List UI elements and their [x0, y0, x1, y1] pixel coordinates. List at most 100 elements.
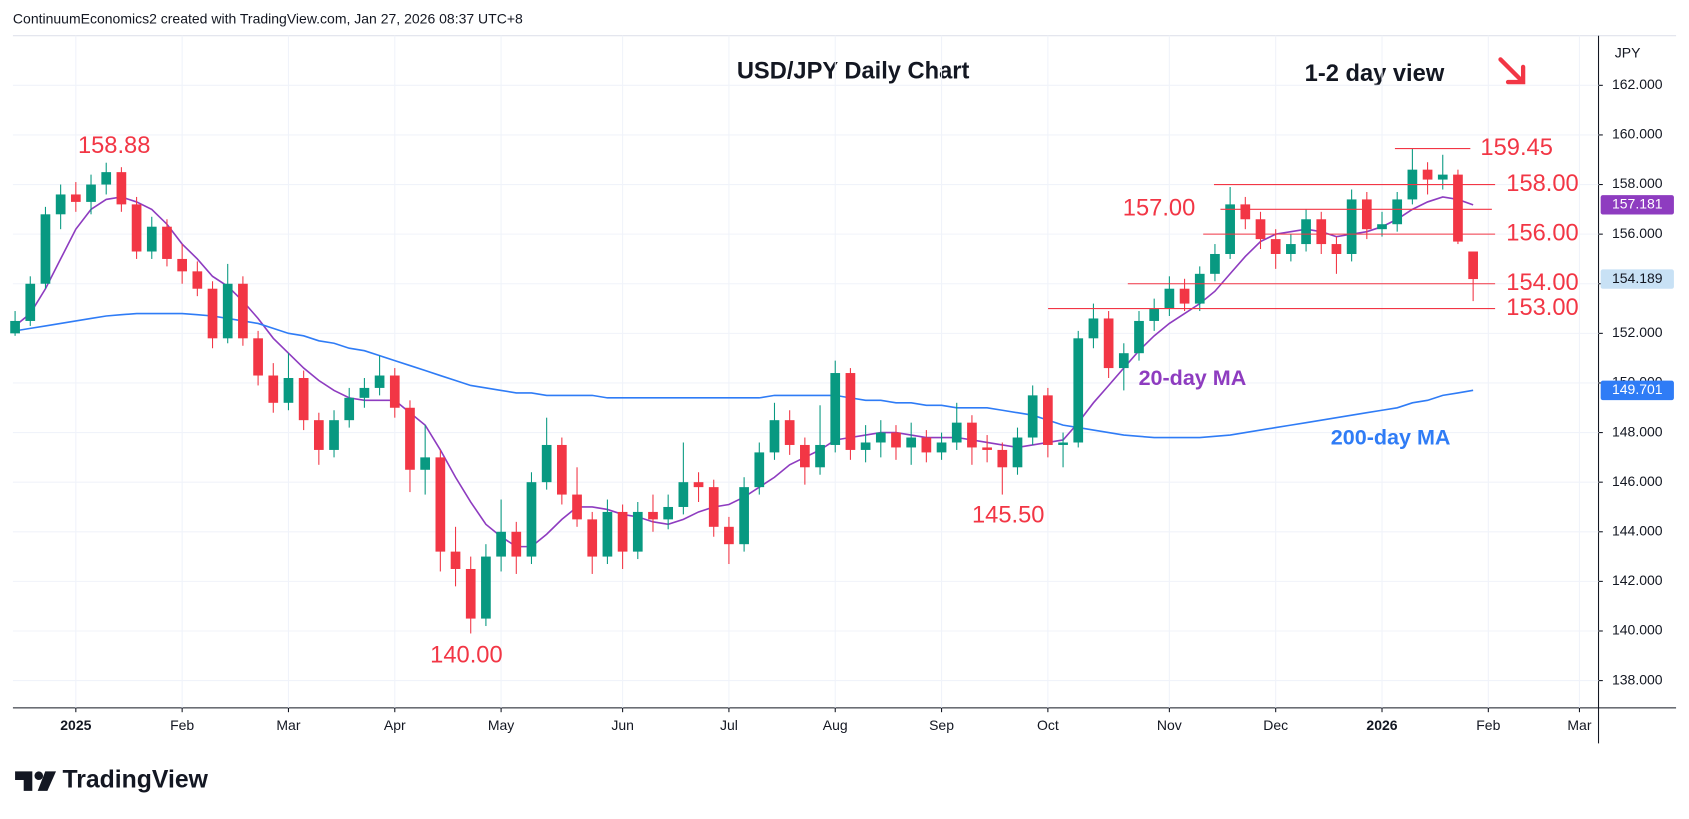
last-price-tag [1600, 269, 1674, 289]
candle-body [800, 444, 810, 468]
candle-body [25, 283, 36, 321]
candle-body [283, 377, 294, 403]
y-tick-label: 160.000 [1612, 126, 1663, 142]
candle-body [739, 487, 749, 545]
level-label: 157.00 [1123, 196, 1195, 222]
x-tick-label: Jul [720, 717, 738, 733]
candle-body [693, 482, 704, 488]
candle-body [1240, 204, 1251, 220]
candle-body [1468, 251, 1478, 280]
annotation: 145.50 [972, 502, 1044, 528]
candle-body [1058, 442, 1068, 445]
candle-body [1422, 169, 1433, 180]
candle-body [1225, 204, 1235, 254]
candle-body [875, 432, 886, 443]
x-tick-label: 2025 [60, 717, 91, 733]
annotation: 158.88 [78, 133, 150, 159]
candle-body [1210, 253, 1220, 274]
candle-body [982, 447, 992, 450]
candle-body [162, 226, 172, 259]
candle-body [1043, 395, 1053, 445]
candle-body [526, 482, 537, 557]
ma-line [14, 312, 1474, 439]
candle-body [70, 194, 81, 202]
x-tick-label: Dec [1263, 717, 1288, 733]
level-label: 158.00 [1506, 171, 1578, 197]
candle-body [344, 397, 355, 421]
candle-body [420, 457, 431, 470]
candle-body [784, 420, 795, 445]
candle-body [754, 452, 765, 488]
candle-body [602, 511, 613, 557]
candle-body [648, 511, 658, 520]
candle-body [389, 375, 400, 408]
candle-body [936, 442, 947, 453]
y-tick-label: 156.000 [1612, 225, 1663, 241]
candle-body [1164, 288, 1175, 309]
candle-body [1392, 199, 1403, 225]
candle-body [101, 172, 112, 185]
candle-body [617, 511, 628, 552]
down-arrow [1498, 57, 1526, 85]
y-tick-label: 158.000 [1612, 175, 1663, 191]
candle-body [1346, 199, 1357, 254]
y-tick-label: 142.000 [1612, 572, 1663, 588]
last-price-label: 154.189 [1612, 270, 1663, 286]
candle-body [1361, 199, 1372, 230]
candle-body [238, 283, 248, 339]
candle-body [55, 194, 66, 215]
candle-body [1118, 353, 1129, 369]
candle-body [906, 437, 917, 448]
candle-body [1179, 288, 1190, 304]
candle-body [1270, 239, 1281, 254]
candle-body [860, 442, 871, 450]
candle-body [374, 375, 385, 388]
candle-body [1331, 244, 1342, 254]
candle-body [921, 437, 932, 453]
candle-body [1255, 219, 1266, 240]
x-tick-label: Nov [1157, 717, 1182, 733]
annotation: 140.00 [430, 642, 502, 668]
candle-body [298, 377, 309, 421]
candle-body [146, 226, 157, 252]
x-tick-label: May [488, 717, 514, 733]
candle-body [192, 271, 203, 289]
candle-body [891, 432, 901, 448]
candle-body [10, 320, 20, 334]
candle-body [557, 444, 567, 495]
axes: 138.000 140.000 142.000 144.000 146.000 148.0… [60, 76, 1674, 733]
candle-body [40, 214, 51, 284]
last-value-tag [1600, 380, 1674, 401]
candle-body [207, 288, 218, 339]
candle-body [1134, 320, 1144, 354]
x-tick-label: Mar [276, 717, 300, 733]
candle-body [678, 482, 689, 507]
candle-body [131, 204, 142, 252]
candle-body [815, 444, 825, 468]
chart-title: USD/JPY Daily Chart [737, 59, 970, 85]
candle-body [329, 420, 339, 450]
x-tick-label: Feb [170, 717, 194, 733]
candle-body [1012, 437, 1023, 468]
candle-body [313, 420, 324, 450]
candle-body [1088, 318, 1099, 339]
brand: TradingView [62, 767, 208, 794]
chart-subtitle: 1-2 day view [1305, 61, 1445, 87]
candle-body [465, 568, 476, 619]
candle-body [1316, 219, 1327, 245]
level-label: 159.45 [1480, 135, 1552, 161]
y-tick-label: 140.000 [1612, 622, 1663, 638]
x-tick-label: Oct [1037, 717, 1059, 733]
y-tick-label: 162.000 [1612, 76, 1663, 92]
candle-body [86, 184, 96, 202]
candle-body [708, 487, 719, 527]
y-tick-label: 148.000 [1612, 423, 1663, 439]
candle-body [541, 444, 552, 483]
candle-body [359, 387, 370, 398]
candle-body [1073, 338, 1084, 443]
currency: JPY [1615, 45, 1641, 61]
y-tick-label: 152.000 [1612, 324, 1663, 340]
